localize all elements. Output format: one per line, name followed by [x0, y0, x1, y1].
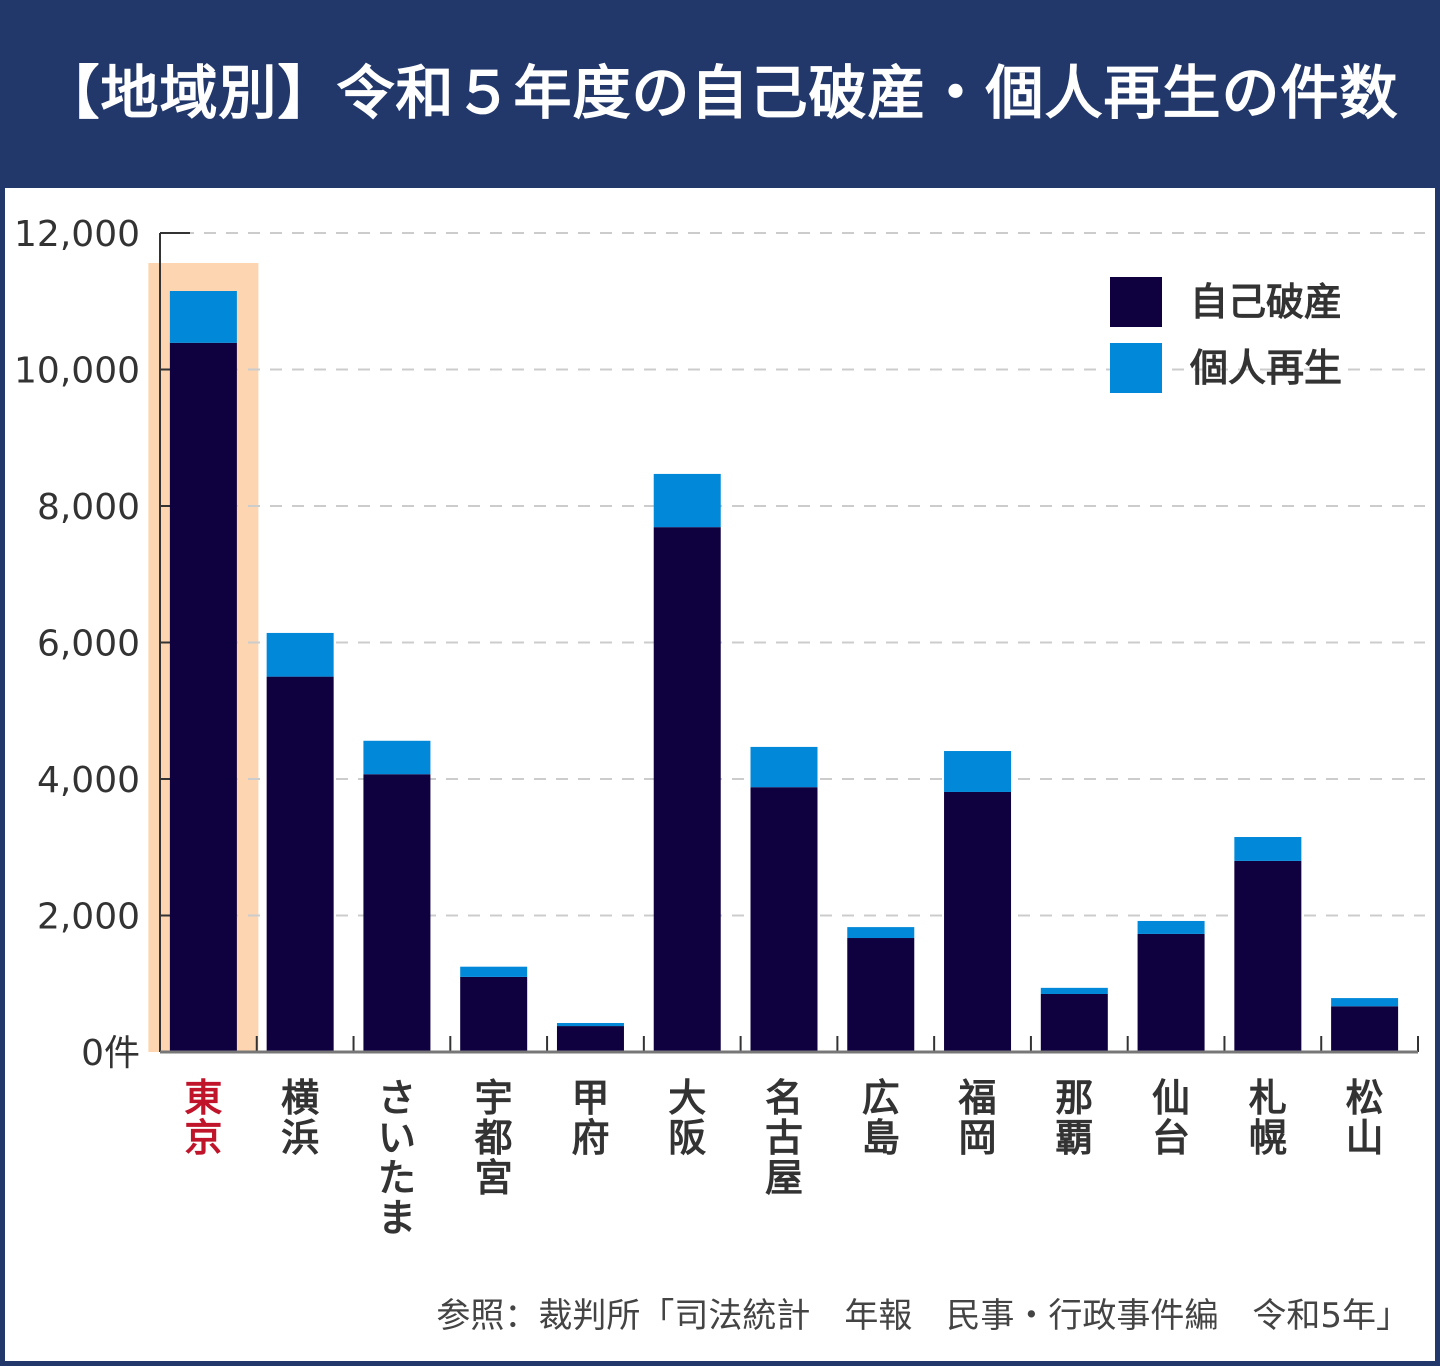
x-category-label: さいたま — [377, 1076, 416, 1240]
bar-bankruptcy — [1234, 860, 1302, 1052]
legend-label: 自己破産 — [1190, 280, 1342, 324]
x-category-label: 大阪 — [668, 1076, 707, 1160]
bar-rehabilitation — [944, 751, 1012, 792]
legend-swatch — [1110, 277, 1162, 327]
bar-bankruptcy — [847, 938, 915, 1052]
x-category-label: 福岡 — [958, 1076, 997, 1160]
bar-rehabilitation — [460, 966, 528, 977]
bar-rehabilitation — [556, 1022, 624, 1027]
bar-bankruptcy — [944, 791, 1012, 1052]
y-tick-label: 12,000 — [14, 214, 140, 255]
bar-bankruptcy — [169, 342, 237, 1052]
y-tick-label: 8,000 — [37, 487, 140, 528]
y-tick-label: 6,000 — [37, 624, 140, 665]
bar-bankruptcy — [750, 787, 818, 1052]
x-category-label: 仙台 — [1152, 1076, 1191, 1160]
y-tick-label: 0件 — [81, 1033, 140, 1074]
bar-bankruptcy — [1331, 1006, 1399, 1052]
bar-rehabilitation — [1137, 920, 1205, 934]
x-category-label: 札幌 — [1248, 1076, 1287, 1160]
y-tick-label: 2,000 — [37, 897, 140, 938]
bar-rehabilitation — [169, 291, 237, 343]
bar-rehabilitation — [1234, 837, 1302, 861]
x-category-label: 東京 — [184, 1076, 223, 1160]
bar-rehabilitation — [1331, 998, 1399, 1007]
x-category-label: 松山 — [1345, 1076, 1384, 1160]
x-category-label: 甲府 — [571, 1076, 610, 1160]
x-category-label: 広島 — [861, 1076, 900, 1160]
legend-swatch — [1110, 343, 1162, 393]
x-category-label: 横浜 — [281, 1076, 320, 1160]
bar-bankruptcy — [556, 1026, 624, 1052]
chart-title: 【地域別】令和５年度の自己破産・個人再生の件数 — [41, 59, 1399, 127]
y-tick-label: 4,000 — [37, 760, 140, 801]
bar-rehabilitation — [653, 473, 721, 528]
y-tick-label: 10,000 — [14, 351, 140, 392]
bar-rehabilitation — [266, 632, 334, 677]
bar-rehabilitation — [847, 927, 915, 939]
header: 【地域別】令和５年度の自己破産・個人再生の件数 — [0, 0, 1440, 188]
bar-bankruptcy — [266, 676, 334, 1052]
bar-rehabilitation — [363, 740, 431, 775]
x-category-label: 宇都宮 — [474, 1076, 513, 1200]
source-note: 参照：裁判所「司法統計 年報 民事・行政事件編 令和5年」 — [436, 1296, 1410, 1336]
bar-bankruptcy — [1040, 993, 1108, 1052]
bar-bankruptcy — [460, 976, 528, 1052]
bar-rehabilitation — [1040, 987, 1108, 994]
bar-bankruptcy — [1137, 933, 1205, 1052]
bar-bankruptcy — [363, 774, 431, 1052]
x-category-label: 那覇 — [1055, 1076, 1094, 1160]
bar-rehabilitation — [750, 746, 818, 788]
bar-bankruptcy — [653, 527, 721, 1052]
x-category-label: 名古屋 — [764, 1076, 803, 1200]
legend-label: 個人再生 — [1189, 346, 1342, 390]
